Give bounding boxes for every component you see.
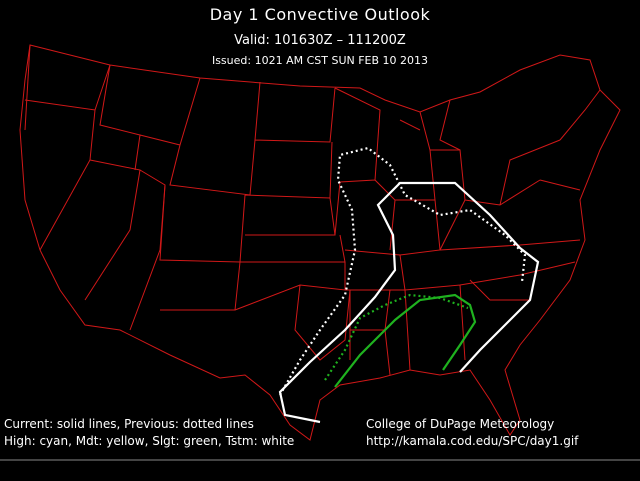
outlook-lines: [278, 146, 540, 424]
slgt-current: [334, 293, 477, 388]
state-borders: [19, 44, 621, 441]
valid-time: Valid: 101630Z – 111200Z: [234, 33, 406, 48]
credit-line: http://kamala.cod.edu/SPC/day1.gif: [366, 434, 579, 448]
legend-line: High: cyan, Mdt: yellow, Slgt: green, Ts…: [4, 434, 295, 448]
tstm-current: [278, 181, 540, 424]
legend-line: Current: solid lines, Previous: dotted l…: [4, 417, 254, 431]
slgt-previous: [324, 293, 469, 381]
issued-time: Issued: 1021 AM CST SUN FEB 10 2013: [211, 54, 429, 67]
title: Day 1 Convective Outlook: [209, 5, 431, 24]
tstm-previous: [279, 146, 527, 396]
credit-line: College of DuPage Meteorology: [366, 417, 555, 431]
